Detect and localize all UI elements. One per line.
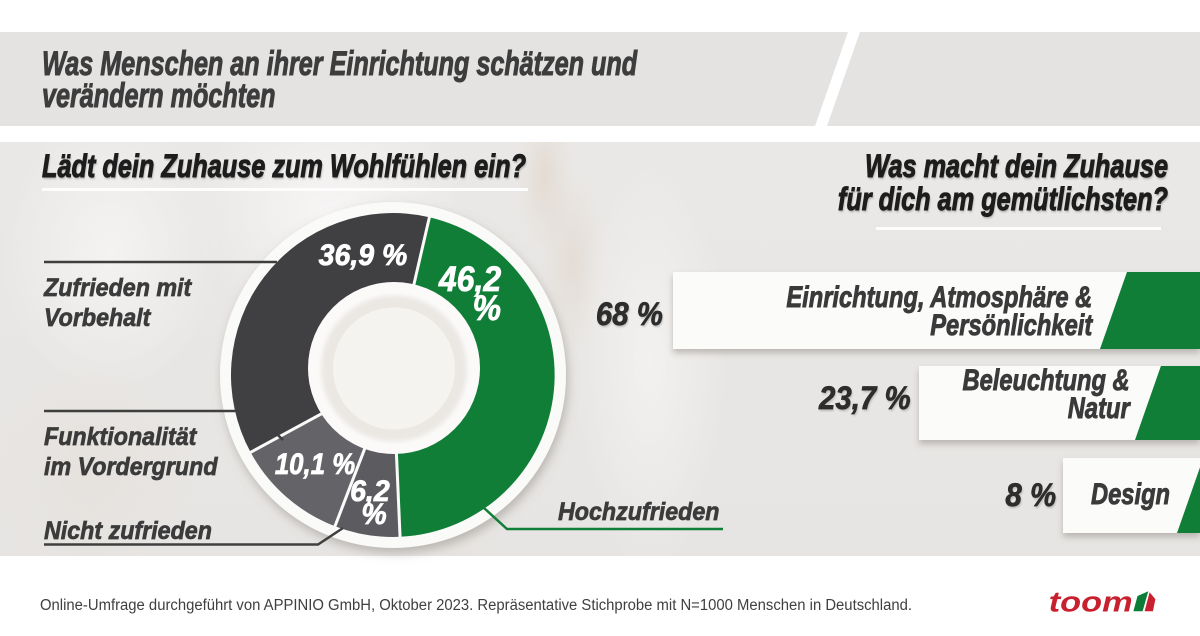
svg-text:toom: toom [1049,585,1133,618]
